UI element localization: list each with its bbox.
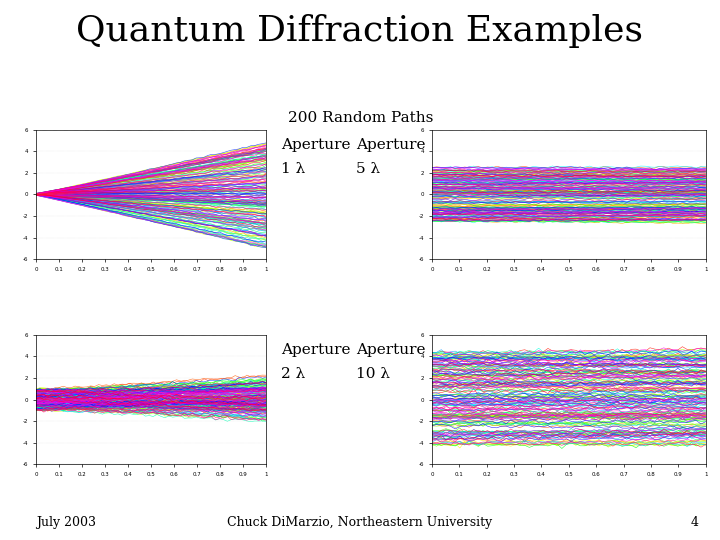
Text: 2 λ: 2 λ — [281, 367, 305, 381]
Text: 5 λ: 5 λ — [356, 162, 381, 176]
Text: July 2003: July 2003 — [36, 516, 96, 529]
Text: Aperture: Aperture — [281, 138, 351, 152]
Text: Aperture: Aperture — [281, 343, 351, 357]
Text: 1 λ: 1 λ — [281, 162, 305, 176]
Text: Chuck DiMarzio, Northeastern University: Chuck DiMarzio, Northeastern University — [228, 516, 492, 529]
Text: 200 Random Paths: 200 Random Paths — [288, 111, 433, 125]
Text: 4: 4 — [690, 516, 698, 529]
Text: 10 λ: 10 λ — [356, 367, 390, 381]
Text: Quantum Diffraction Examples: Quantum Diffraction Examples — [76, 14, 644, 48]
Text: Aperture: Aperture — [356, 138, 426, 152]
Text: Aperture: Aperture — [356, 343, 426, 357]
